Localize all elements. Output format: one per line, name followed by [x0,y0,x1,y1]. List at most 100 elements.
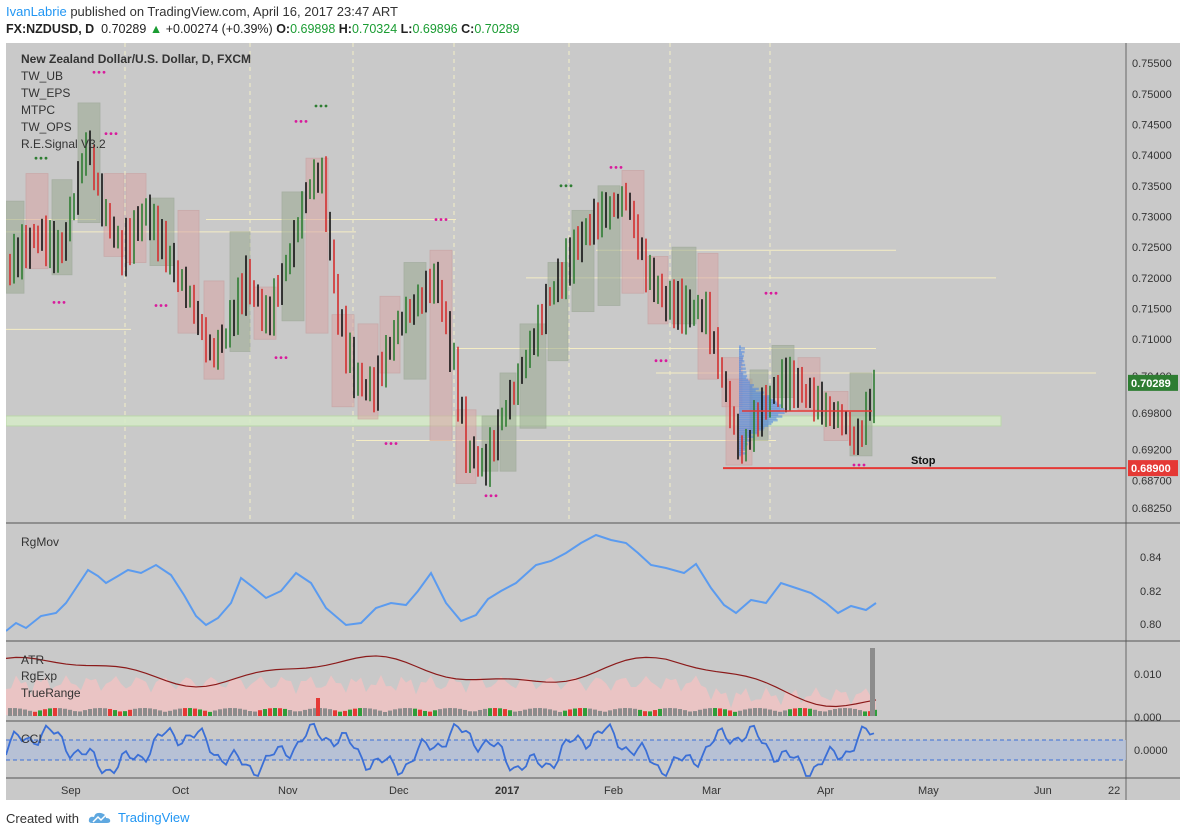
range-bar [483,708,487,716]
signal-dot [494,494,498,498]
range-bar [443,708,447,716]
volume-profile-bar [739,450,743,453]
signal-dot [57,301,61,304]
signal-dot [434,218,438,221]
range-bar [178,708,182,716]
range-bar [703,708,707,716]
range-bar [783,710,787,716]
range-bar [168,710,172,716]
range-bar [358,708,362,716]
cci-band [6,740,1126,760]
volume-profile-bar [739,433,752,437]
range-bar [453,708,457,716]
range-bar [273,708,277,716]
signal-dot [764,291,768,295]
range-bar [568,709,572,716]
rgmov-tick: 0.80 [1140,619,1161,631]
bearish-zone [103,173,125,257]
volume-profile-bar [739,382,750,385]
range-bar [333,710,337,716]
time-tick: Mar [702,785,721,797]
range-bar [63,708,67,716]
price-tick: 0.72500 [1132,242,1172,254]
signal-dot [299,119,303,123]
footer: Created with TradingView [0,800,1184,836]
indicator-legend: MTPC [21,103,55,117]
price-tick: 0.68250 [1132,503,1172,515]
range-bar [798,708,802,716]
range-bar [338,711,342,716]
low-value: 0.69896 [412,22,458,36]
range-bar [263,709,267,716]
stop-price-label-bg [1128,460,1178,477]
volume-profile-bar [739,378,749,381]
last-price-label-bg [1128,374,1178,391]
range-bar [493,708,497,716]
signal-dot [664,359,668,363]
range-bar [608,710,612,716]
volume-profile-bar [739,426,765,429]
range-bar [38,710,42,716]
range-bar [103,708,107,716]
signal-dot [659,359,663,363]
indicator-legend: TW_OPS [21,120,72,134]
volume-profile-bar [739,349,741,352]
range-bar [238,708,242,716]
price-tick: 0.69800 [1132,408,1172,420]
signal-dot [857,463,861,467]
range-bar [373,709,377,716]
signal-dot [619,165,623,169]
author-link[interactable]: IvanLabrie [6,4,67,19]
time-tick: Dec [389,785,409,797]
publish-text: published on TradingView.com, April 16, … [66,4,398,19]
low-label: L: [400,22,413,36]
signal-dot [304,119,308,123]
range-bar [378,710,382,716]
range-bar [218,709,222,716]
high-label: H: [338,22,352,36]
ohlc-line: FX:NZDUSD, D 0.70289 ▲ +0.00274 (+0.39%)… [6,22,520,36]
range-bar [78,711,82,716]
range-bar [113,710,117,716]
range-bar [848,708,852,716]
bearish-zone [621,170,645,294]
range-bar [53,708,57,716]
range-bar [28,710,32,716]
time-tick: 2017 [495,785,519,797]
signal-dot [52,301,56,304]
signal-dot [394,442,398,445]
volume-profile-bar [739,369,741,372]
chart-area[interactable]: 0.75500 0.75000 0.74500 0.74000 0.73500 0.730… [5,43,1180,800]
volume-profile-bar [739,453,741,457]
chart-svg[interactable]: 0.75500 0.75000 0.74500 0.74000 0.73500 0.730… [5,43,1180,800]
range-bar [433,710,437,716]
range-bar [463,709,467,716]
range-bar [158,710,162,716]
range-bar [148,708,152,716]
signal-dot [564,184,568,188]
rgmov-tick: 0.84 [1140,552,1161,564]
range-bar [633,708,637,716]
range-bar [288,710,292,716]
range-bar [73,711,77,716]
publish-line: IvanLabrie published on TradingView.com,… [6,4,398,19]
volume-profile-bar [739,396,770,400]
time-tick: Oct [172,785,189,797]
volume-profile-bar [739,350,745,354]
range-bar [858,710,862,716]
range-bar [153,709,157,716]
volume-profile-bar [739,387,759,391]
range-bar [408,708,412,716]
range-bar [488,708,492,716]
range-bar [563,710,567,716]
volume-profile-bar [739,360,745,363]
tradingview-link[interactable]: TradingView [118,810,190,825]
volume-profile-bar [739,365,741,369]
price-tick: 0.73500 [1132,181,1172,193]
cci-line [5,722,875,778]
price-tick: 0.71500 [1132,304,1172,316]
range-bar [753,708,757,716]
truerange-legend: TrueRange [21,686,81,700]
bullish-zone [229,231,251,352]
signal-dot [314,104,318,108]
